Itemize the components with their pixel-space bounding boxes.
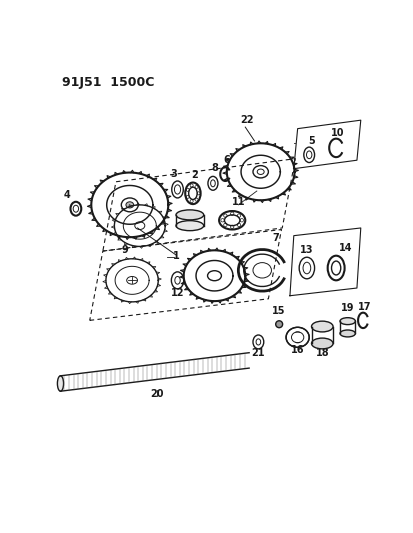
Text: 11: 11 [231, 197, 244, 207]
Text: 6: 6 [223, 155, 230, 165]
Text: 21: 21 [251, 348, 264, 358]
Text: 17: 17 [357, 302, 370, 312]
Text: 7: 7 [272, 233, 279, 243]
Ellipse shape [126, 202, 133, 208]
Ellipse shape [311, 321, 332, 332]
Text: 1: 1 [172, 251, 179, 261]
Ellipse shape [176, 210, 203, 220]
Circle shape [275, 321, 282, 328]
Ellipse shape [311, 338, 332, 349]
Text: 18: 18 [315, 348, 328, 358]
Ellipse shape [298, 331, 305, 343]
Ellipse shape [339, 330, 354, 337]
Text: 91J51  1500C: 91J51 1500C [62, 76, 154, 88]
Text: 16: 16 [290, 345, 304, 354]
Text: 3: 3 [170, 169, 177, 179]
Text: 15: 15 [272, 306, 285, 316]
Text: 19: 19 [340, 303, 354, 313]
Ellipse shape [57, 376, 64, 391]
Text: 22: 22 [240, 115, 253, 125]
Text: 10: 10 [330, 127, 344, 138]
Ellipse shape [176, 221, 203, 231]
Text: 14: 14 [338, 243, 351, 253]
Text: 12: 12 [170, 288, 184, 298]
Text: 9: 9 [121, 245, 128, 255]
Text: 5: 5 [307, 136, 314, 146]
Text: 2: 2 [191, 170, 197, 180]
Ellipse shape [288, 331, 296, 343]
Text: 4: 4 [63, 190, 70, 200]
Text: 8: 8 [211, 163, 218, 173]
Text: 13: 13 [299, 245, 313, 255]
Text: 20: 20 [150, 390, 163, 399]
Ellipse shape [339, 318, 354, 325]
